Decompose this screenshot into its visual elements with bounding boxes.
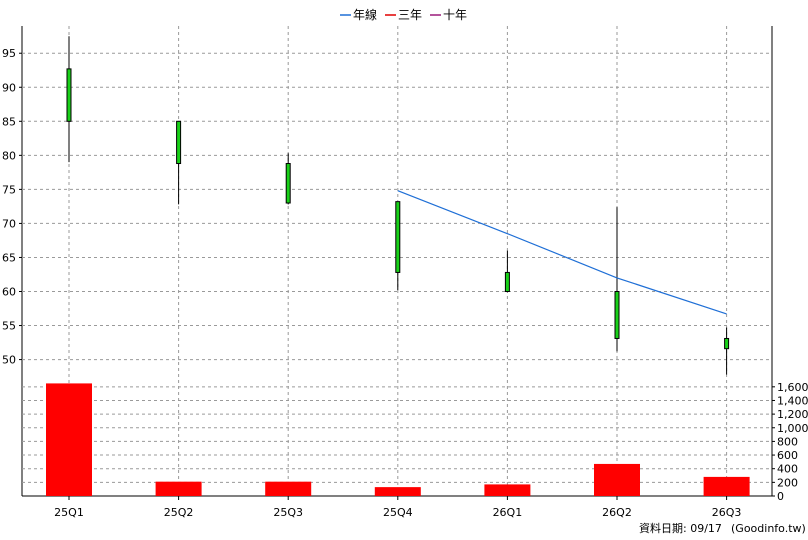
volume-tick-label: 0 bbox=[777, 490, 784, 503]
candle-body bbox=[614, 291, 620, 339]
candle-body bbox=[285, 163, 291, 204]
volume-bar bbox=[155, 481, 202, 496]
candle-body bbox=[66, 68, 72, 122]
price-tick-label: 65 bbox=[2, 251, 16, 264]
volume-bar bbox=[594, 463, 640, 496]
volume-bar bbox=[46, 383, 92, 496]
volume-tick-label: 200 bbox=[777, 476, 798, 489]
volume-tick-label: 400 bbox=[777, 463, 798, 476]
legend: 年線 三年 十年 bbox=[340, 7, 467, 22]
candle-body bbox=[504, 271, 510, 293]
price-tick-label: 85 bbox=[2, 115, 16, 128]
volume-tick-label: 1,600 bbox=[777, 381, 808, 394]
price-tick-label: 95 bbox=[2, 47, 16, 60]
price-tick-label: 60 bbox=[2, 286, 16, 299]
price-tick-label: 80 bbox=[2, 149, 16, 162]
x-tick-label: 25Q2 bbox=[164, 506, 194, 519]
volume-tick-label: 1,000 bbox=[777, 422, 808, 435]
price-tick-label: 70 bbox=[2, 217, 16, 230]
x-tick-label: 25Q3 bbox=[273, 506, 303, 519]
volume-bar bbox=[703, 476, 750, 496]
legend-label-annual: 年線 bbox=[353, 7, 377, 22]
candle-body bbox=[176, 120, 182, 165]
x-axis: 25Q1 25Q2 25Q3 25Q4 26Q1 26Q2 26Q3 bbox=[54, 496, 741, 519]
footer-source: (Goodinfo.tw) bbox=[731, 522, 806, 535]
moving-average-line-annual bbox=[397, 190, 727, 315]
x-tick-label: 25Q4 bbox=[383, 506, 413, 519]
footer-date-label: 資料日期: 09/17 bbox=[639, 521, 722, 535]
legend-label-three-year: 三年 bbox=[398, 8, 422, 22]
volume-bar bbox=[374, 487, 421, 496]
x-tick-label: 25Q1 bbox=[54, 506, 84, 519]
x-tick-label: 26Q2 bbox=[602, 506, 632, 519]
volume-bar bbox=[484, 484, 531, 496]
price-tick-label: 55 bbox=[2, 320, 16, 333]
price-tick-label: 50 bbox=[2, 354, 16, 367]
volume-tick-label: 1,400 bbox=[777, 394, 808, 407]
volume-tick-label: 800 bbox=[777, 435, 798, 448]
volume-tick-label: 1,200 bbox=[777, 408, 808, 421]
volume-bar bbox=[265, 481, 312, 496]
x-tick-label: 26Q1 bbox=[493, 506, 523, 519]
volume-tick-label: 600 bbox=[777, 449, 798, 462]
candle-body bbox=[724, 337, 730, 350]
candle-body bbox=[395, 201, 401, 273]
price-panel: 50 55 60 65 70 75 80 85 90 95 bbox=[2, 26, 773, 496]
price-tick-label: 75 bbox=[2, 183, 16, 196]
price-tick-label: 90 bbox=[2, 81, 16, 94]
legend-label-ten-year: 十年 bbox=[443, 8, 467, 22]
x-tick-label: 26Q3 bbox=[712, 506, 742, 519]
